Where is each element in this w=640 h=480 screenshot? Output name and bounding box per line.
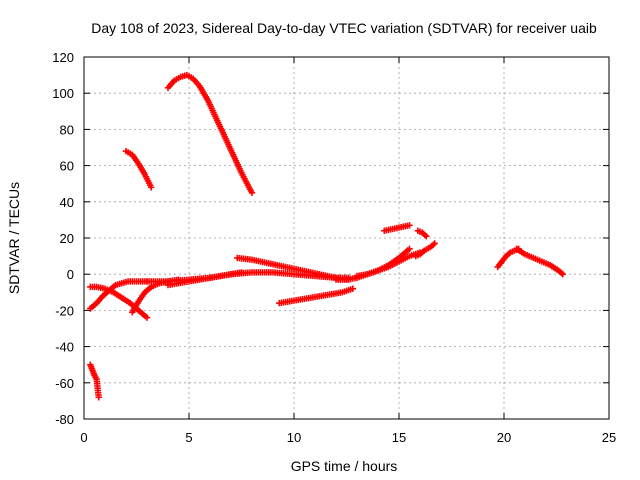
series-arc-lower-band bbox=[164, 269, 245, 289]
series-arc-13h-upper bbox=[353, 249, 424, 280]
plot-frame bbox=[83, 56, 610, 420]
series-arc-early-dip bbox=[87, 283, 151, 321]
y-axis-label: SDTVAR / TECUs bbox=[6, 182, 22, 294]
chart-title: Day 108 of 2023, Sidereal Day-to-day VTE… bbox=[91, 20, 597, 36]
x-tick-label: 5 bbox=[185, 430, 192, 445]
series-arc-high-peak bbox=[164, 71, 256, 196]
grid-layer bbox=[84, 57, 609, 419]
x-tick-label: 10 bbox=[287, 430, 301, 445]
x-tick-label: 20 bbox=[497, 430, 511, 445]
series-arc-12h-rise bbox=[332, 245, 413, 283]
y-tick-label: 60 bbox=[60, 159, 74, 174]
series-arc-21h-decline bbox=[513, 245, 566, 278]
y-tick-label: -60 bbox=[55, 376, 74, 391]
y-tick-label: 120 bbox=[52, 50, 74, 65]
series-cluster-15h bbox=[381, 222, 413, 234]
y-tick-label: 0 bbox=[67, 267, 74, 282]
y-tick-label: 100 bbox=[52, 86, 74, 101]
x-tick-label: 0 bbox=[80, 430, 87, 445]
x-axis-label: GPS time / hours bbox=[291, 458, 398, 474]
series-arc-descending-2h bbox=[122, 147, 155, 191]
points-layer bbox=[87, 71, 566, 401]
y-tick-label: -40 bbox=[55, 340, 74, 355]
series-early-cluster bbox=[87, 361, 102, 401]
series-arc-7h-decline bbox=[234, 254, 352, 283]
series-cluster-16h bbox=[412, 240, 438, 260]
x-tick-label: 25 bbox=[602, 430, 616, 445]
y-tick-label: 80 bbox=[60, 122, 74, 137]
y-tick-label: 20 bbox=[60, 231, 74, 246]
series-cluster-16h-upper bbox=[414, 227, 430, 240]
x-tick-label: 15 bbox=[392, 430, 406, 445]
y-tick-label: -20 bbox=[55, 303, 74, 318]
series-arc-9h-rise bbox=[276, 285, 356, 307]
ticks-layer: 0 5 10 15 20 25 -80 -60 -40 -20 0 20 40 60 80 100 120 bbox=[52, 50, 616, 445]
y-tick-label: 40 bbox=[60, 195, 74, 210]
y-tick-label: -80 bbox=[55, 412, 74, 427]
